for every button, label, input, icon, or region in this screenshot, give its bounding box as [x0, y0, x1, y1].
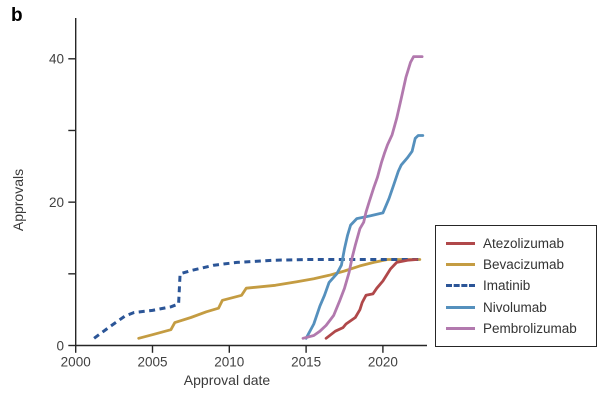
x-axis-title: Approval date [183, 372, 271, 388]
axes [68, 18, 427, 353]
svg-text:2010: 2010 [214, 355, 244, 370]
legend-item-bevacizumab: Bevacizumab [446, 257, 586, 272]
y-axis-title: Approvals [10, 168, 26, 232]
pembrolizumab-line [301, 55, 424, 340]
axis-tick-labels: 0 20 40 2000 2005 2010 2015 2020 [49, 52, 398, 370]
legend-label-atezolizumab: Atezolizumab [483, 236, 565, 252]
legend-item-pembrolizumab: Pembrolizumab [446, 321, 586, 336]
panel-label: b [11, 5, 23, 26]
svg-text:2020: 2020 [368, 355, 398, 370]
legend-label-bevacizumab: Bevacizumab [483, 257, 565, 273]
legend-item-atezolizumab: Atezolizumab [446, 236, 586, 251]
svg-text:2005: 2005 [137, 355, 167, 370]
legend-item-nivolumab: Nivolumab [446, 300, 586, 315]
legend-label-nivolumab: Nivolumab [483, 299, 547, 315]
legend: Atezolizumab Bevacizumab Imatinib Nivolu… [435, 225, 597, 347]
svg-text:2015: 2015 [291, 355, 321, 370]
legend-item-imatinib: Imatinib [446, 278, 586, 293]
atezolizumab-line [324, 258, 419, 340]
pembrolizumab-line-swatch [446, 326, 475, 330]
bevacizumab-line-swatch [446, 263, 475, 267]
svg-text:40: 40 [49, 52, 64, 67]
bevacizumab-line [137, 258, 422, 340]
legend-label-pembrolizumab: Pembrolizumab [483, 320, 577, 336]
svg-text:2000: 2000 [61, 355, 91, 370]
nivolumab-line-swatch [446, 305, 475, 309]
legend-label-imatinib: Imatinib [483, 278, 531, 294]
svg-text:0: 0 [56, 338, 64, 353]
imatinib-line-swatch [446, 284, 475, 288]
atezolizumab-line-swatch [446, 242, 475, 246]
imatinib-line [93, 258, 419, 340]
svg-text:20: 20 [49, 195, 64, 210]
series-lines [93, 55, 425, 340]
nivolumab-line [304, 134, 425, 340]
